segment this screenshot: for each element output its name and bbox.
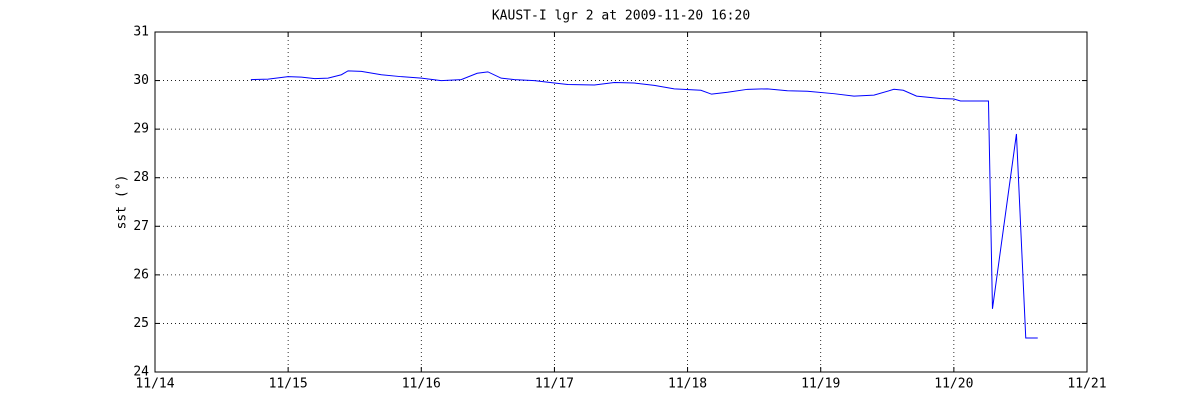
y-tick-label: 26 [133, 267, 149, 282]
y-tick-label: 25 [133, 316, 149, 331]
y-axis-label: sst (°) [115, 175, 130, 230]
x-tick-label: 11/19 [801, 377, 840, 392]
x-tick-label: 11/16 [402, 377, 441, 392]
data-line [250, 70, 1038, 339]
x-tick-label: 11/21 [1067, 377, 1106, 392]
x-tick-label: 11/17 [535, 377, 574, 392]
x-tick-label: 11/20 [934, 377, 973, 392]
y-tick-label: 29 [133, 122, 149, 137]
plot-frame [154, 31, 1088, 373]
y-tick-label: 27 [133, 219, 149, 234]
x-tick-label: 11/18 [668, 377, 707, 392]
x-tick-label: 11/14 [135, 377, 174, 392]
y-tick-label: 28 [133, 170, 149, 185]
y-tick-label: 31 [133, 25, 149, 40]
chart-title: KAUST-I lgr 2 at 2009-11-20 16:20 [492, 9, 750, 24]
x-tick-label: 11/15 [269, 377, 308, 392]
y-tick-label: 24 [133, 365, 149, 380]
y-tick-label: 30 [133, 73, 149, 88]
